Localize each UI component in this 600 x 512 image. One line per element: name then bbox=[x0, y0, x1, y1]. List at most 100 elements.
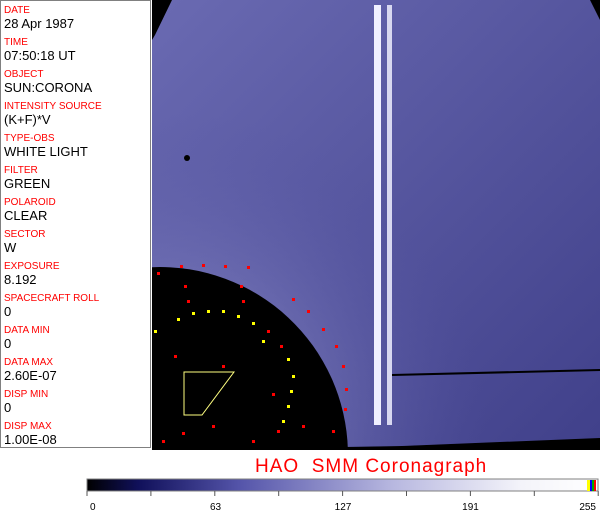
overlay-dot bbox=[222, 365, 225, 368]
colorbar-swatch-blue bbox=[590, 480, 592, 491]
field-disp-min: DISP MIN 0 bbox=[4, 389, 48, 415]
field-label: FILTER bbox=[4, 165, 38, 176]
colorbar-swatch-yellow bbox=[587, 480, 590, 491]
field-label: DISP MAX bbox=[4, 421, 52, 432]
overlay-dot bbox=[174, 355, 177, 358]
grid-dot bbox=[290, 390, 293, 393]
field-label: TYPE-OBS bbox=[4, 133, 55, 144]
occulter-disk bbox=[152, 267, 348, 450]
overlay-dot bbox=[184, 285, 187, 288]
overlay-dot bbox=[280, 345, 283, 348]
overlay-dot bbox=[182, 432, 185, 435]
overlay-dot bbox=[240, 285, 243, 288]
field-value: WHITE LIGHT bbox=[4, 144, 88, 159]
bright-streak bbox=[374, 5, 381, 425]
header-info-panel: DATE 28 Apr 1987 TIME 07:50:18 UT OBJECT SUN:… bbox=[0, 0, 151, 448]
overlay-dot bbox=[187, 300, 190, 303]
grid-dot bbox=[222, 310, 225, 313]
overlay-dot bbox=[224, 265, 227, 268]
field-label: DATA MIN bbox=[4, 325, 50, 336]
field-value: 07:50:18 UT bbox=[4, 48, 76, 63]
field-label: EXPOSURE bbox=[4, 261, 60, 272]
secondary-streak bbox=[387, 5, 392, 425]
colorbar: 0 63 127 191 255 bbox=[86, 478, 599, 512]
field-spacecraft-roll: SPACECRAFT ROLL 0 bbox=[4, 293, 99, 319]
overlay-dot bbox=[162, 440, 165, 443]
grid-dot bbox=[154, 330, 157, 333]
field-value: 28 Apr 1987 bbox=[4, 16, 75, 31]
field-time: TIME 07:50:18 UT bbox=[4, 37, 76, 63]
field-label: DATE bbox=[4, 5, 30, 16]
dark-spot bbox=[184, 155, 190, 161]
grid-dot bbox=[282, 420, 285, 423]
field-intensity-source: INTENSITY SOURCE (K+F)*V bbox=[4, 101, 102, 127]
field-object: OBJECT SUN:CORONA bbox=[4, 69, 92, 95]
field-type-obs: TYPE-OBS WHITE LIGHT bbox=[4, 133, 88, 159]
field-value: 0 bbox=[4, 400, 12, 415]
grid-dot bbox=[177, 318, 180, 321]
colorbar-gradient bbox=[86, 478, 599, 492]
grid-dot bbox=[252, 322, 255, 325]
colorbar-swatch-red bbox=[594, 480, 596, 491]
field-value: 0 bbox=[4, 336, 12, 351]
overlay-dot bbox=[157, 272, 160, 275]
coronagraph-image bbox=[152, 0, 600, 450]
overlay-dot bbox=[292, 298, 295, 301]
overlay-dot bbox=[345, 388, 348, 391]
grid-dot bbox=[262, 340, 265, 343]
overlay-dot bbox=[212, 425, 215, 428]
field-label: SECTOR bbox=[4, 229, 46, 240]
image-title: HAO SMM Coronagraph bbox=[255, 456, 488, 477]
overlay-dots bbox=[154, 264, 348, 443]
colorbar-tick-label: 127 bbox=[335, 502, 352, 512]
field-value: 2.60E-07 bbox=[4, 368, 57, 383]
field-label: DISP MIN bbox=[4, 389, 49, 400]
field-label: SPACECRAFT ROLL bbox=[4, 293, 100, 304]
colorbar-tick-label: 0 bbox=[90, 502, 96, 512]
sun-marker bbox=[183, 371, 235, 416]
overlay-dot bbox=[180, 265, 183, 268]
field-value: W bbox=[4, 240, 17, 255]
overlay-dot bbox=[335, 345, 338, 348]
colorbar-swatch-green bbox=[592, 480, 594, 491]
overlay-dot bbox=[332, 430, 335, 433]
colorbar-tick-label: 255 bbox=[579, 502, 596, 512]
dark-line bbox=[391, 369, 600, 376]
overlay-dot bbox=[242, 300, 245, 303]
field-value: CLEAR bbox=[4, 208, 48, 223]
grid-dot bbox=[287, 358, 290, 361]
field-value: (K+F)*V bbox=[4, 112, 51, 127]
field-value: 8.192 bbox=[4, 272, 37, 287]
overlay-dot bbox=[272, 393, 275, 396]
grid-dot bbox=[207, 310, 210, 313]
field-disp-max: DISP MAX 1.00E-08 bbox=[4, 421, 57, 447]
field-polaroid: POLAROID CLEAR bbox=[4, 197, 56, 223]
field-label: DATA MAX bbox=[4, 357, 54, 368]
grid-dot bbox=[237, 315, 240, 318]
field-value: 0 bbox=[4, 304, 12, 319]
field-value: SUN:CORONA bbox=[4, 80, 93, 95]
overlay-dot bbox=[202, 264, 205, 267]
overlay-dot bbox=[322, 328, 325, 331]
field-label: TIME bbox=[4, 37, 28, 48]
field-sector: SECTOR W bbox=[4, 229, 46, 255]
grid-dot bbox=[192, 312, 195, 315]
field-label: OBJECT bbox=[4, 69, 44, 80]
overlay-dot bbox=[267, 330, 270, 333]
field-label: INTENSITY SOURCE bbox=[4, 101, 102, 112]
overlay-dot bbox=[302, 425, 305, 428]
field-data-max: DATA MAX 2.60E-07 bbox=[4, 357, 57, 383]
grid-dot bbox=[287, 405, 290, 408]
field-data-min: DATA MIN 0 bbox=[4, 325, 50, 351]
field-value: 1.00E-08 bbox=[4, 432, 57, 447]
overlay-dot bbox=[252, 440, 255, 443]
overlay-dot bbox=[344, 408, 347, 411]
field-date: DATE 28 Apr 1987 bbox=[4, 5, 74, 31]
field-label: POLAROID bbox=[4, 197, 56, 208]
colorbar-tick-label: 63 bbox=[210, 502, 222, 512]
field-exposure: EXPOSURE 8.192 bbox=[4, 261, 60, 287]
field-filter: FILTER GREEN bbox=[4, 165, 50, 191]
overlay-dot bbox=[277, 430, 280, 433]
overlay-dot bbox=[307, 310, 310, 313]
grid-dot bbox=[292, 375, 295, 378]
